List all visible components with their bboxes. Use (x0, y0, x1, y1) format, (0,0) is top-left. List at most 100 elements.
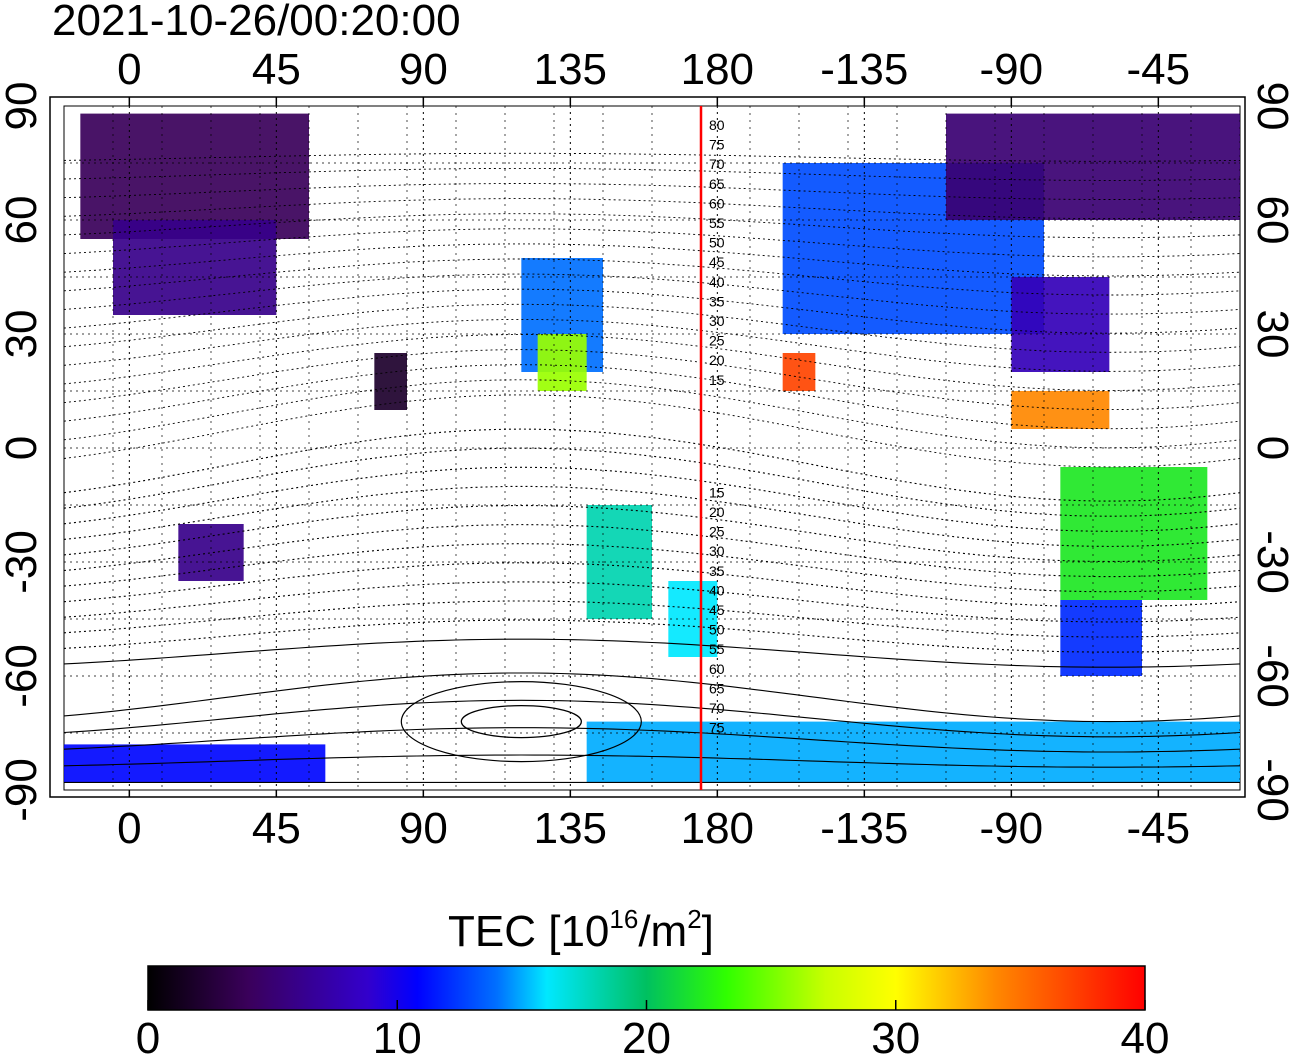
x-tick-label: 90 (399, 45, 448, 94)
x-tick-label: 45 (252, 804, 301, 853)
magnetic-latitude-line (64, 167, 1240, 181)
y-tick-label: 60 (0, 196, 46, 245)
x-tick-label: -45 (1127, 804, 1191, 853)
magnetic-latitude-label: 30 (709, 543, 725, 559)
y-tick-labels-right: 90 60 30 0 -30 -60 -90 (1248, 82, 1294, 822)
tec-regions (64, 113, 1240, 783)
magnetic-latitude-label: 35 (709, 563, 725, 579)
magnetic-latitude-line (64, 303, 1240, 353)
magnetic-latitude-line (64, 672, 1240, 723)
magnetic-latitude-lines (64, 152, 1240, 783)
tec-region-europe (113, 220, 277, 315)
magnetic-latitude-line (64, 562, 1240, 608)
tec-region-central-america (1011, 391, 1110, 429)
y-tick-label: 60 (1248, 196, 1294, 245)
colorbar-tick-label: 20 (622, 1014, 671, 1057)
magnetic-latitude-line (64, 600, 1240, 638)
magnetic-latitude-line (64, 524, 1240, 578)
magnetic-latitude-label: 55 (709, 641, 725, 657)
x-tick-labels-bottom: 0 45 90 135 180 -135 -90 -45 (117, 790, 1190, 853)
magnetic-latitude-line (64, 258, 1240, 296)
magnetic-latitude-label: 70 (709, 700, 725, 716)
y-tick-labels-left: 90 60 30 0 -30 -60 -90 (0, 82, 46, 822)
x-tick-labels-top: 0 45 90 135 180 -135 -90 -45 (117, 45, 1190, 106)
x-tick-label: 180 (681, 804, 754, 853)
magnetic-latitude-label: 65 (709, 176, 725, 192)
colorbar-tick-label: 10 (373, 1014, 422, 1057)
tec-region-argentina (1060, 600, 1142, 676)
magnetic-latitude-label: 35 (709, 293, 725, 309)
x-tick-label: -90 (980, 804, 1044, 853)
magnetic-latitude-label: 75 (709, 720, 725, 736)
y-tick-label: -90 (0, 758, 46, 822)
y-tick-label: 90 (0, 82, 46, 131)
magnetic-latitude-line (64, 198, 1240, 220)
magnetic-latitude-label: 20 (709, 352, 725, 368)
colorbar-title: TEC [1016/m2] (448, 904, 714, 956)
colorbar-tick-label: 30 (871, 1014, 920, 1057)
magnetic-latitude-line (64, 699, 1240, 738)
x-tick-label: 0 (117, 45, 141, 94)
magnetic-pole-contour (400, 680, 642, 763)
y-tick-label: 90 (1248, 82, 1294, 131)
y-tick-label: 30 (0, 310, 46, 359)
magnetic-latitude-line (64, 183, 1240, 200)
colorbar-title-unit-exp: 2 (687, 904, 701, 934)
magnetic-latitude-labels: 80 75 70 65 60 55 50 45 40 35 30 25 20 15 15 20 25 30 35 40… (709, 117, 725, 736)
x-tick-label: 135 (534, 804, 607, 853)
magnetic-latitude-label: 60 (709, 661, 725, 677)
colorbar-title-end: ] (702, 907, 714, 956)
magnetic-pole-contour (460, 704, 582, 739)
map-timestamp: 2021-10-26/00:20:00 (52, 0, 461, 45)
magnetic-latitude-label: 40 (709, 582, 725, 598)
magnetic-latitude-line (64, 394, 1240, 468)
tec-region-india (374, 353, 407, 410)
y-tick-label: -60 (1248, 644, 1294, 708)
magnetic-latitude-label: 20 (709, 504, 725, 520)
magnetic-latitude-label: 40 (709, 274, 725, 290)
magnetic-latitude-label: 25 (709, 333, 725, 349)
colorbar-title-unit: /m (638, 907, 687, 956)
x-tick-label: -45 (1127, 45, 1191, 94)
x-tick-label: -135 (820, 45, 908, 94)
magnetic-latitude-label: 45 (709, 602, 725, 618)
x-tick-label: 180 (681, 45, 754, 94)
magnetic-latitude-line (64, 349, 1240, 411)
magnetic-latitude-line (64, 543, 1240, 593)
magnetic-latitude-label: 30 (709, 313, 725, 329)
y-tick-label: 0 (0, 436, 46, 460)
magnetic-latitude-line (64, 288, 1240, 334)
tec-region-australia (586, 505, 652, 619)
colorbar-title-label: TEC [10 (448, 907, 609, 956)
tec-region-europe-asia-north (80, 113, 309, 239)
x-tick-label: 45 (252, 45, 301, 94)
magnetic-latitude-line (64, 428, 1240, 502)
magnetic-latitude-label: 55 (709, 215, 725, 231)
y-tick-label: 30 (1248, 310, 1294, 359)
magnetic-latitude-line (64, 727, 1240, 753)
y-tick-label: -30 (1248, 530, 1294, 594)
magnetic-latitude-label: 50 (709, 235, 725, 251)
magnetic-latitude-line (64, 318, 1240, 372)
magnetic-latitude-label: 75 (709, 137, 725, 153)
y-tick-label: -90 (1248, 758, 1294, 822)
grid-lines (64, 105, 1241, 791)
magnetic-latitude-label: 25 (709, 524, 725, 540)
plot-frame (49, 96, 1246, 798)
colorbar-tick-label: 40 (1121, 1014, 1170, 1057)
y-tick-label: 0 (1248, 436, 1294, 460)
magnetic-latitude-line (64, 228, 1240, 258)
tec-region-usa-east (1011, 277, 1110, 372)
magnetic-latitude-label: 50 (709, 622, 725, 638)
x-tick-label: 0 (117, 804, 141, 853)
colorbar-title-exp: 16 (609, 904, 638, 934)
magnetic-latitude-line (64, 619, 1240, 653)
x-tick-label: 135 (534, 45, 607, 94)
magnetic-latitude-label: 45 (709, 254, 725, 270)
magnetic-latitude-line (64, 273, 1240, 315)
magnetic-latitude-label: 60 (709, 195, 725, 211)
magnetic-latitude-line (64, 152, 1240, 162)
x-tick-label: -135 (820, 804, 908, 853)
tec-region-south-america (1060, 467, 1208, 600)
